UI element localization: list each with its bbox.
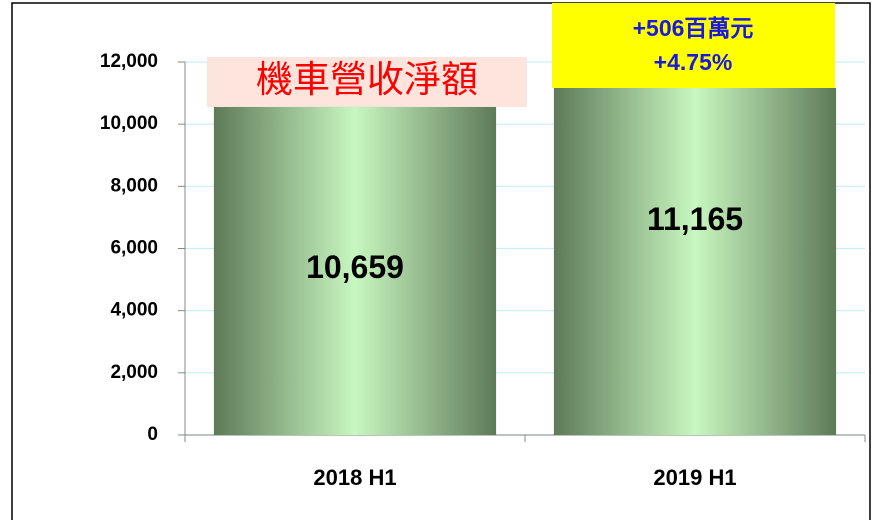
frame	[11, 2, 871, 520]
data-label: 10,659	[306, 249, 404, 285]
annotation-box	[552, 3, 835, 88]
y-tick-label: 4,000	[110, 300, 158, 321]
y-tick-label: 2,000	[110, 362, 158, 383]
chart-title: 機車營收淨額	[256, 59, 478, 100]
y-tick-label: 6,000	[110, 238, 158, 259]
x-tick-label: 2018 H1	[313, 465, 396, 490]
title-box	[207, 57, 527, 107]
data-label: 11,165	[647, 201, 743, 237]
y-tick-label: 0	[147, 424, 158, 445]
annotation: +506百萬元	[633, 15, 754, 41]
y-tick-label: 8,000	[110, 175, 158, 196]
annotation: +4.75%	[654, 49, 733, 75]
y-tick-label: 12,000	[100, 51, 158, 72]
bar	[213, 103, 497, 436]
y-tick-label: 10,000	[100, 113, 158, 134]
x-tick-label: 2019 H1	[653, 465, 736, 490]
bar	[553, 87, 837, 435]
